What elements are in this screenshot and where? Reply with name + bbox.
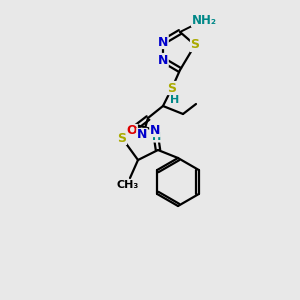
Text: NH₂: NH₂ [191, 14, 217, 26]
Text: H: H [152, 132, 162, 142]
Text: O: O [127, 124, 137, 137]
Text: S: S [167, 82, 176, 94]
Text: H: H [170, 95, 180, 105]
Text: S: S [190, 38, 200, 52]
Text: N: N [137, 128, 147, 142]
Text: S: S [118, 131, 127, 145]
Text: CH₃: CH₃ [117, 180, 139, 190]
Text: N: N [158, 35, 168, 49]
Text: N: N [150, 124, 160, 136]
Text: N: N [158, 53, 168, 67]
